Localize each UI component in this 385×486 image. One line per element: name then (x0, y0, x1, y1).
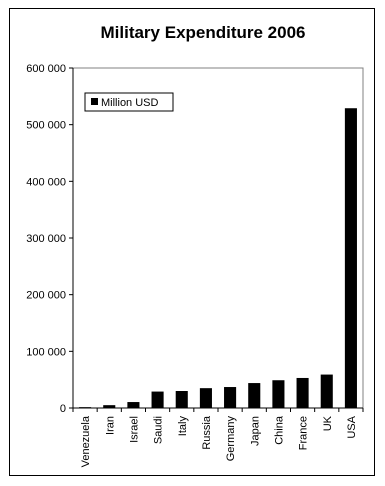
legend-label: Million USD (101, 97, 159, 109)
y-tick-label: 500 000 (26, 120, 66, 132)
bar-israel (127, 402, 140, 408)
y-axis: 0 100 000 200 000 300 000 400 000 500 000 600 … (26, 63, 74, 415)
x-axis: Venezuela Iran Israel Saudi Italy Russia Germa… (72, 407, 364, 467)
plot-area (72, 67, 364, 409)
x-tick-label: Russia (201, 415, 213, 450)
y-tick-label: 300 000 (26, 233, 66, 245)
x-tick-label: Germany (225, 416, 237, 462)
bar-uk (320, 374, 333, 408)
bar-china (272, 380, 285, 408)
x-tick-label: USA (346, 415, 358, 438)
x-tick-label: Iran (104, 416, 116, 435)
legend: Million USD (84, 92, 174, 112)
x-tick-label: UK (322, 415, 334, 431)
x-tick-label: Venezuela (80, 415, 92, 467)
x-tick-label: Japan (249, 416, 261, 446)
bar-japan (248, 383, 261, 408)
x-tick-label: Saudi (153, 416, 165, 444)
bar-russia (199, 388, 212, 408)
x-tick-label: Israel (128, 416, 140, 443)
y-tick-label: 600 000 (26, 63, 66, 75)
bar-france (296, 377, 309, 408)
bar-italy (175, 391, 188, 408)
chart-title: Military Expenditure 2006 (100, 23, 305, 42)
x-tick-label: Italy (177, 416, 189, 437)
bar-iran (103, 405, 116, 408)
bar-saudi (151, 391, 164, 408)
x-tick-label: China (273, 415, 285, 445)
y-tick-label: 0 (60, 403, 66, 415)
bar-usa (344, 108, 357, 408)
y-tick-label: 400 000 (26, 176, 66, 188)
y-tick-label: 100 000 (26, 346, 66, 358)
x-tick-label: France (298, 416, 310, 450)
bar-germany (224, 387, 237, 408)
legend-swatch (91, 98, 98, 105)
y-tick-label: 200 000 (26, 290, 66, 302)
legend-box (84, 92, 174, 112)
